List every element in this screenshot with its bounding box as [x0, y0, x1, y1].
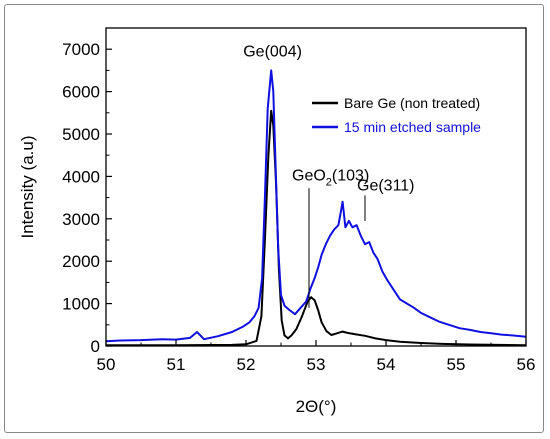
x-tick-label: 54	[377, 355, 396, 374]
x-tick-label: 52	[237, 355, 256, 374]
series-line-etched-sample	[105, 69, 527, 343]
y-tick-label: 4000	[62, 167, 100, 186]
y-tick-label: 5000	[62, 125, 100, 144]
series-line-bare-ge	[106, 109, 527, 347]
x-tick-label: 53	[307, 355, 326, 374]
peak-label-ge004: Ge(004)	[243, 43, 302, 60]
y-tick-label: 1000	[62, 295, 100, 314]
x-axis-title: 2Θ(°)	[296, 397, 337, 416]
y-tick-label: 6000	[62, 83, 100, 102]
x-tick-label: 55	[447, 355, 466, 374]
y-tick-label: 7000	[62, 40, 100, 59]
peak-label-geo2-103: GeO2(103)	[292, 167, 369, 188]
legend-label: Bare Ge (non treated)	[344, 95, 480, 111]
peak-label-ge311: Ge(311)	[357, 177, 415, 194]
y-tick-label: 3000	[62, 210, 100, 229]
y-tick-label: 2000	[62, 252, 100, 271]
y-tick-label: 0	[91, 337, 100, 356]
x-tick-label: 51	[167, 355, 186, 374]
figure-frame	[4, 4, 544, 433]
legend-label: 15 min etched sample	[344, 119, 481, 135]
x-tick-label: 56	[517, 355, 536, 374]
plot-area-frame	[105, 27, 527, 347]
x-tick-label: 50	[97, 355, 116, 374]
y-axis-title: Intensity (a.u)	[18, 136, 37, 239]
